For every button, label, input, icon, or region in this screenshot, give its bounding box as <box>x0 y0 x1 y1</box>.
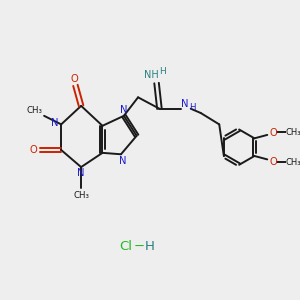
Text: H: H <box>159 67 166 76</box>
Text: O: O <box>269 157 277 167</box>
Text: CH₃: CH₃ <box>285 158 300 167</box>
Text: H: H <box>145 240 154 253</box>
Text: −: − <box>134 240 145 253</box>
Text: N: N <box>51 118 59 128</box>
Text: N: N <box>120 105 127 115</box>
Text: CH₃: CH₃ <box>73 191 89 200</box>
Text: CH₃: CH₃ <box>285 128 300 136</box>
Text: CH₃: CH₃ <box>27 106 43 115</box>
Text: O: O <box>269 128 277 138</box>
Text: N: N <box>77 168 84 178</box>
Text: N: N <box>181 99 189 110</box>
Text: O: O <box>71 74 79 84</box>
Text: Cl: Cl <box>119 240 132 253</box>
Text: O: O <box>30 145 38 155</box>
Text: N: N <box>119 155 126 166</box>
Text: NH: NH <box>143 70 158 80</box>
Text: H: H <box>190 103 196 112</box>
